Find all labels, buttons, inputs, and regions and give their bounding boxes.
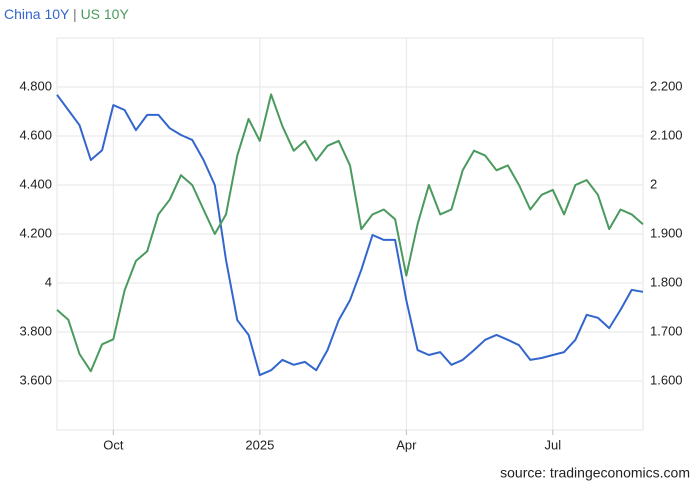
x-tick-label: Jul <box>545 437 562 452</box>
y2-tick-label: 1.700 <box>650 323 683 338</box>
y-tick-label: 3.800 <box>19 323 52 338</box>
y-tick-label: 4.200 <box>19 225 52 240</box>
y2-tick-label: 2 <box>650 176 657 191</box>
y2-tick-label: 1.800 <box>650 274 683 289</box>
legend: China 10Y | US 10Y <box>4 6 129 22</box>
y-tick-label: 4.800 <box>19 78 52 93</box>
x-tick-label: 2025 <box>245 437 274 452</box>
series-line <box>56 93 644 373</box>
source: source: tradingeconomics.com <box>500 465 690 481</box>
y2-tick-label: 2.100 <box>650 127 683 142</box>
y-tick-label: 4.400 <box>19 176 52 191</box>
series-line <box>56 94 644 377</box>
y2-tick-label: 2.200 <box>650 78 683 93</box>
legend-entry: US 10Y <box>80 6 129 22</box>
y-tick-label: 4.600 <box>19 127 52 142</box>
legend-separator: | <box>73 6 77 22</box>
y-tick-label: 4 <box>45 274 52 289</box>
y-tick-label: 3.600 <box>19 372 52 387</box>
y2-tick-label: 1.900 <box>650 225 683 240</box>
x-tick-label: Oct <box>103 437 124 452</box>
x-tick-label: Apr <box>396 437 417 452</box>
y2-tick-label: 1.600 <box>650 372 683 387</box>
legend-entry: China 10Y <box>4 6 70 22</box>
